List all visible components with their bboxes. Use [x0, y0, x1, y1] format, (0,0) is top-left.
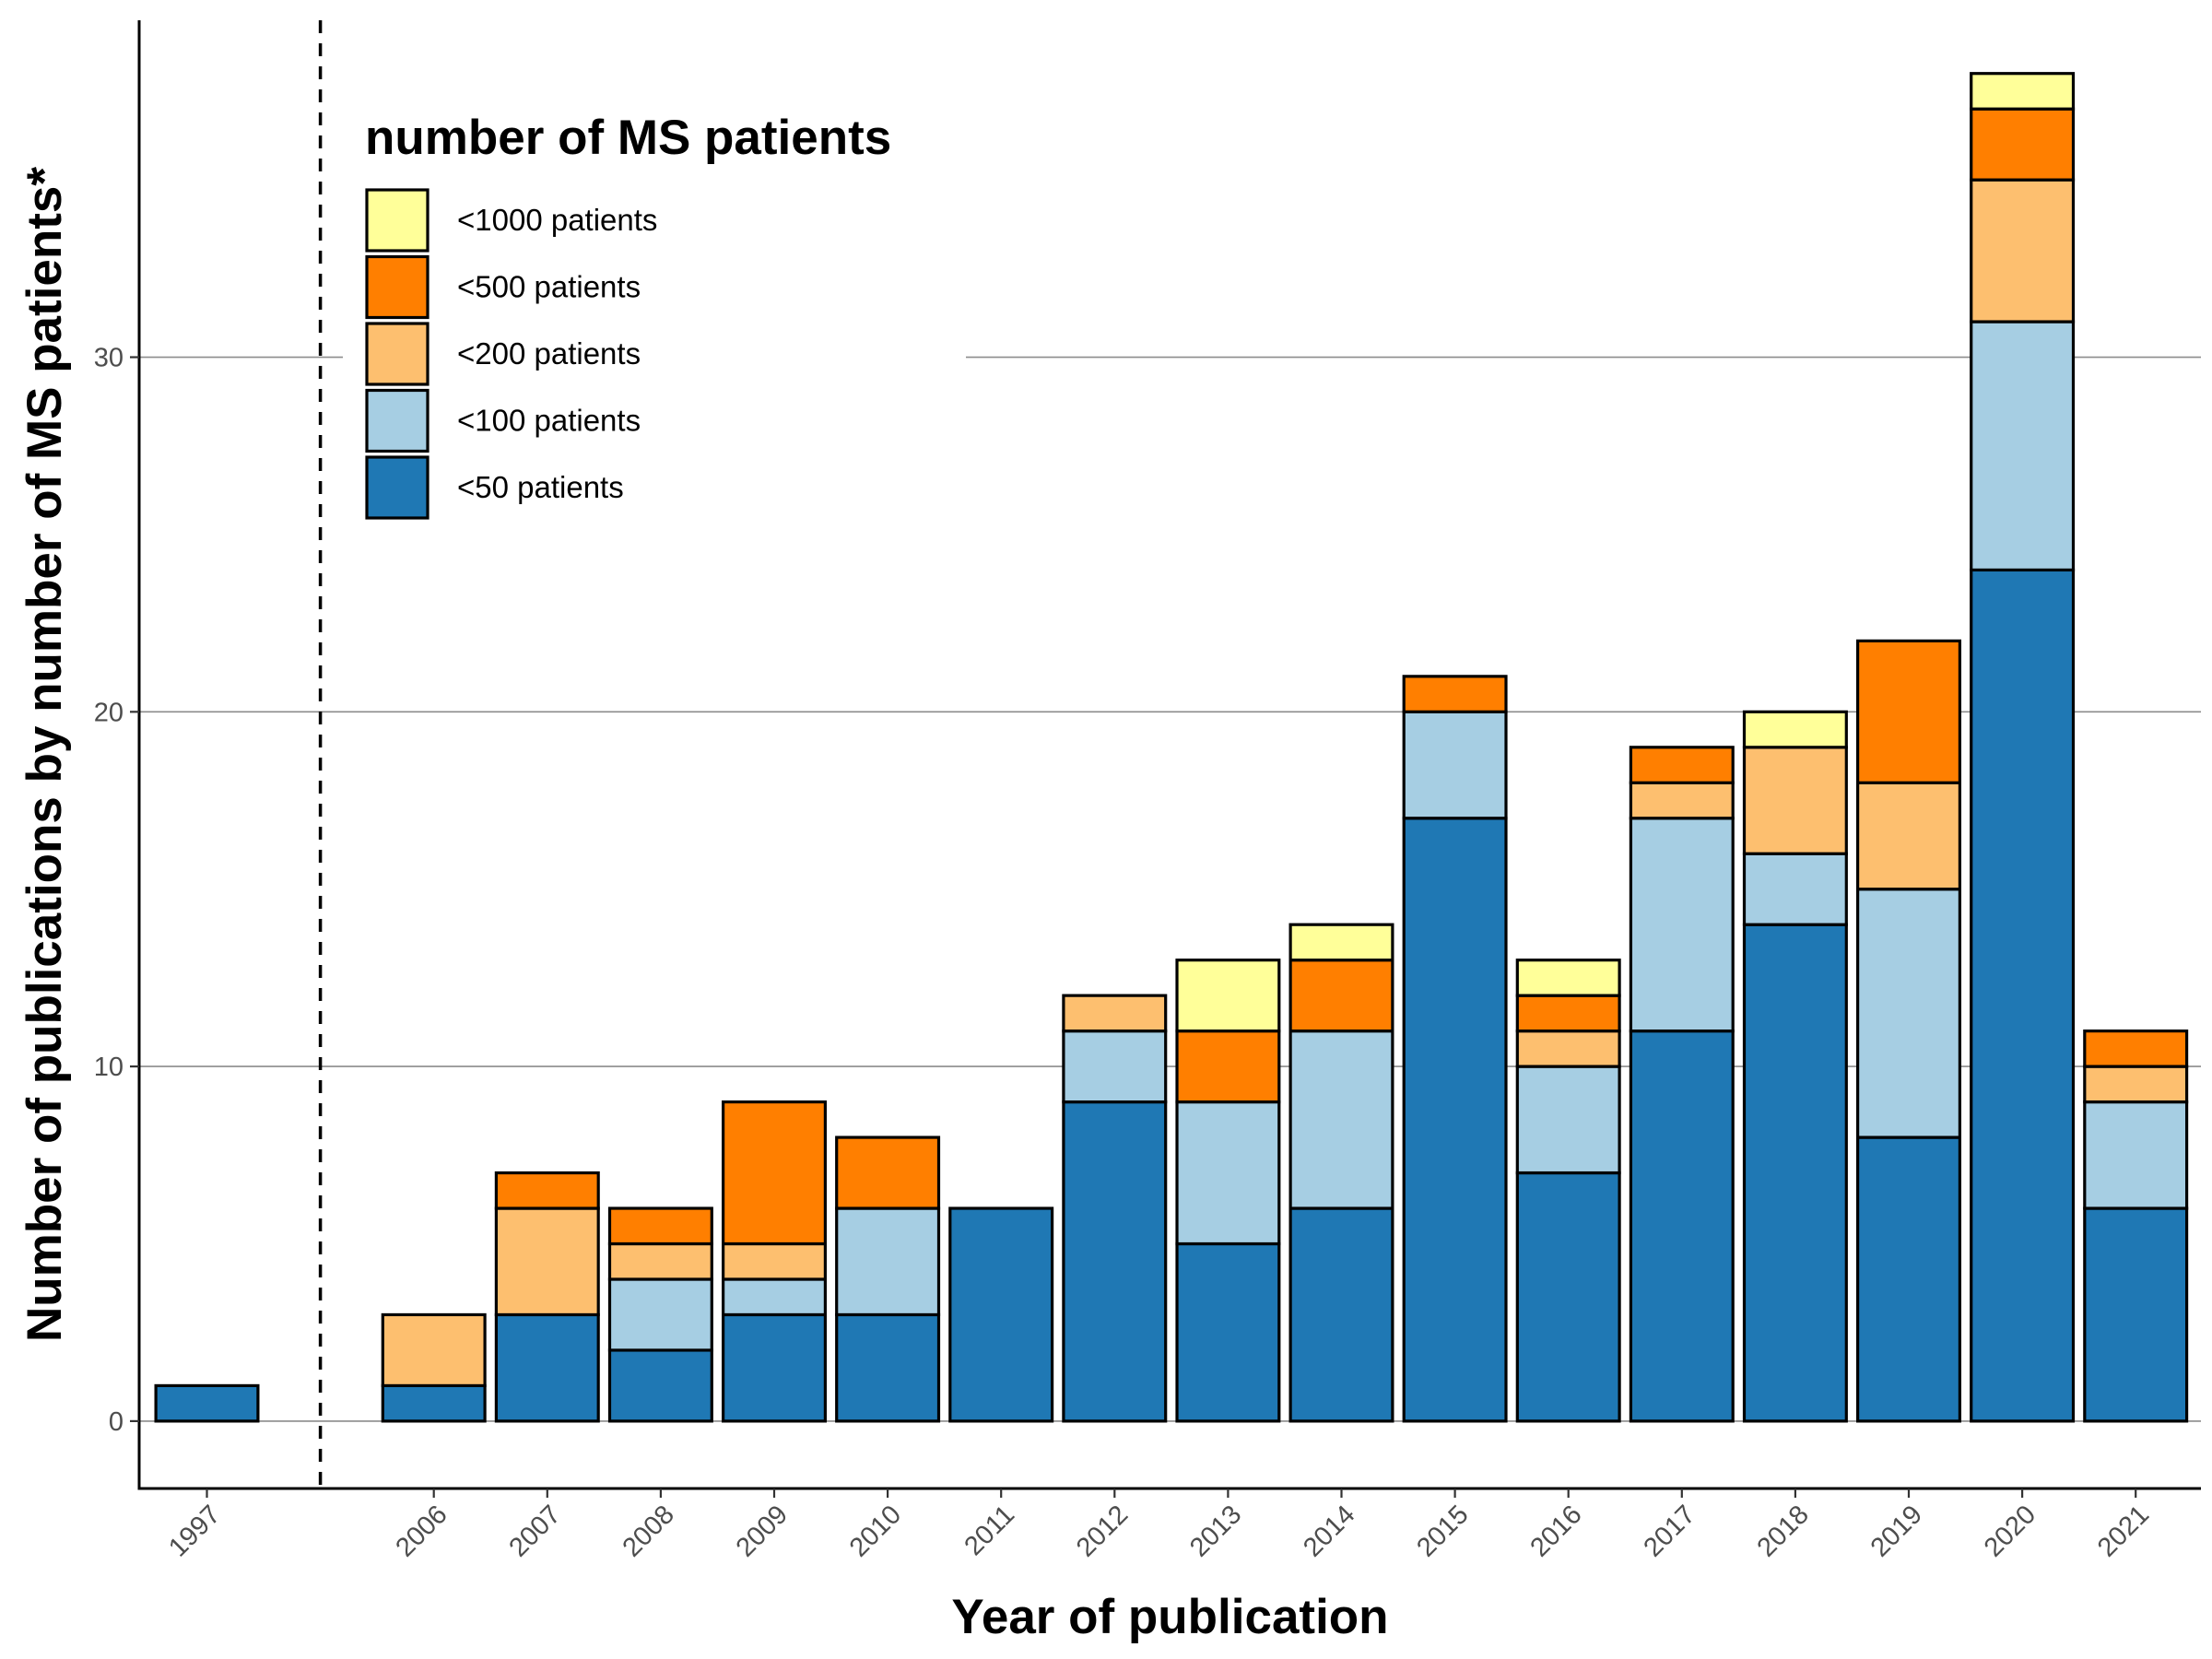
legend-label-lt-100-patients: <100 patients — [457, 404, 641, 438]
x-axis-title: Year of publication — [951, 1590, 1388, 1644]
x-tick-label: 2017 — [1639, 1500, 1701, 1562]
bar-segment-2013-lt-100-patients — [1175, 1100, 1281, 1246]
x-tick-label: 2009 — [731, 1500, 794, 1562]
bar-segment-2009-lt-200-patients — [722, 1241, 827, 1281]
bar-segment-2016-lt-500-patients — [1515, 994, 1621, 1033]
x-tick-label: 1997 — [163, 1500, 226, 1562]
bars — [154, 72, 2189, 1423]
bar-segment-2015-lt-100-patients — [1402, 710, 1508, 820]
bar-segment-2014-lt-50-patients — [1288, 1206, 1394, 1423]
legend-title: number of MS patients — [365, 111, 891, 165]
legend-swatch-lt-500-patients — [365, 254, 429, 320]
y-axis-title: Number of publications by number of MS p… — [18, 167, 72, 1342]
bar-segment-2016-lt-200-patients — [1515, 1030, 1621, 1068]
bar-segment-2020-lt-100-patients — [1970, 320, 2076, 572]
bar-segment-2013-lt-1000-patients — [1175, 959, 1281, 1033]
x-tick-label: 2021 — [2092, 1500, 2155, 1562]
bar-segment-2010-lt-50-patients — [835, 1312, 941, 1423]
y-tick-label: 10 — [94, 1053, 124, 1082]
bar-segment-2016-lt-100-patients — [1515, 1065, 1621, 1175]
bar-segment-2006-lt-50-patients — [381, 1383, 487, 1423]
bar-segment-2014-lt-500-patients — [1288, 959, 1394, 1033]
bar-segment-2010-lt-100-patients — [835, 1206, 941, 1317]
bar-segment-2021-lt-100-patients — [2083, 1100, 2189, 1210]
bar-segment-2012-lt-200-patients — [1062, 994, 1168, 1033]
bar-segment-2009-lt-100-patients — [722, 1277, 827, 1317]
y-tick-label: 30 — [94, 344, 124, 373]
bar-segment-2014-lt-100-patients — [1288, 1030, 1394, 1210]
legend-label-lt-200-patients: <200 patients — [457, 336, 641, 371]
bar-segment-2008-lt-200-patients — [607, 1241, 713, 1281]
legend: number of MS patients <1000 patients <500… — [343, 88, 966, 548]
x-tick-label: 2007 — [504, 1500, 567, 1562]
bar-segment-2012-lt-50-patients — [1062, 1100, 1168, 1423]
bar-segment-2021-lt-200-patients — [2083, 1065, 2189, 1104]
bar-segment-2015-lt-50-patients — [1402, 817, 1508, 1423]
x-tick-label: 2006 — [390, 1500, 453, 1562]
bar-segment-2008-lt-500-patients — [607, 1206, 713, 1246]
y-tick-label: 20 — [94, 698, 124, 727]
bar-segment-2017-lt-500-patients — [1629, 746, 1735, 784]
bar-segment-2018-lt-200-patients — [1742, 746, 1848, 855]
bar-segment-2009-lt-500-patients — [722, 1100, 827, 1246]
legend-swatch-lt-1000-patients — [365, 188, 429, 253]
x-tick-label: 2015 — [1411, 1500, 1474, 1562]
bar-segment-2014-lt-1000-patients — [1288, 923, 1394, 962]
bar-segment-2016-lt-1000-patients — [1515, 959, 1621, 997]
bar-segment-2017-lt-100-patients — [1629, 817, 1735, 1033]
bar-segment-2018-lt-50-patients — [1742, 923, 1848, 1423]
bar-segment-2019-lt-200-patients — [1856, 781, 1961, 891]
bar-segment-2007-lt-500-patients — [494, 1171, 600, 1210]
axes — [137, 20, 2201, 1490]
bar-segment-2017-lt-200-patients — [1629, 781, 1735, 820]
x-tick-label: 2010 — [844, 1500, 907, 1562]
bar-segment-2015-lt-500-patients — [1402, 675, 1508, 713]
bar-segment-2020-lt-50-patients — [1970, 568, 2076, 1423]
legend-swatch-lt-100-patients — [365, 388, 429, 453]
bar-segment-2008-lt-100-patients — [607, 1277, 713, 1352]
bar-segment-2013-lt-50-patients — [1175, 1241, 1281, 1423]
legend-background — [343, 88, 966, 548]
legend-label-lt-1000-patients: <1000 patients — [457, 203, 657, 237]
x-tick-label: 2018 — [1752, 1500, 1815, 1562]
legend-label-lt-50-patients: <50 patients — [457, 470, 624, 504]
bar-segment-2010-lt-500-patients — [835, 1135, 941, 1210]
legend-swatch-lt-50-patients — [365, 455, 429, 520]
bar-segment-2007-lt-50-patients — [494, 1312, 600, 1423]
bar-segment-2020-lt-500-patients — [1970, 107, 2076, 182]
bar-segment-2011-lt-50-patients — [948, 1206, 1054, 1423]
y-ticks: 0 10 20 30 — [94, 344, 139, 1437]
x-tick-label: 2016 — [1524, 1500, 1587, 1562]
bar-segment-2017-lt-50-patients — [1629, 1030, 1735, 1423]
x-tick-label: 2013 — [1184, 1500, 1247, 1562]
bar-segment-2008-lt-50-patients — [607, 1348, 713, 1423]
bar-segment-2020-lt-1000-patients — [1970, 72, 2076, 111]
bar-segment-2007-lt-200-patients — [494, 1206, 600, 1317]
bar-segment-2021-lt-500-patients — [2083, 1030, 2189, 1068]
x-tick-label: 2019 — [1865, 1500, 1928, 1562]
bar-segment-2018-lt-100-patients — [1742, 852, 1848, 926]
bar-segment-2018-lt-1000-patients — [1742, 710, 1848, 749]
x-tick-label: 2014 — [1298, 1500, 1360, 1562]
bar-segment-2012-lt-100-patients — [1062, 1030, 1168, 1104]
bar-segment-2019-lt-100-patients — [1856, 888, 1961, 1139]
x-ticks: 1997 2006 2007 2008 2009 2010 2011 2012 2013 2014… — [163, 1488, 2155, 1563]
bar-segment-1997-lt-50-patients — [154, 1383, 260, 1423]
bar-segment-2020-lt-200-patients — [1970, 178, 2076, 324]
bar-segment-2019-lt-50-patients — [1856, 1135, 1961, 1423]
y-tick-label: 0 — [109, 1407, 124, 1437]
x-tick-label: 2011 — [959, 1500, 1020, 1561]
legend-label-lt-500-patients: <500 patients — [457, 270, 641, 304]
x-tick-label: 2008 — [618, 1500, 680, 1562]
bar-segment-2019-lt-500-patients — [1856, 639, 1961, 784]
bar-segment-2013-lt-500-patients — [1175, 1030, 1281, 1104]
bar-segment-2021-lt-50-patients — [2083, 1206, 2189, 1423]
x-tick-label: 2012 — [1071, 1500, 1134, 1562]
bar-segment-2006-lt-200-patients — [381, 1312, 487, 1388]
legend-swatch-lt-200-patients — [365, 322, 429, 386]
bar-segment-2016-lt-50-patients — [1515, 1171, 1621, 1423]
bar-segment-2009-lt-50-patients — [722, 1312, 827, 1423]
x-tick-label: 2020 — [1979, 1500, 2041, 1562]
